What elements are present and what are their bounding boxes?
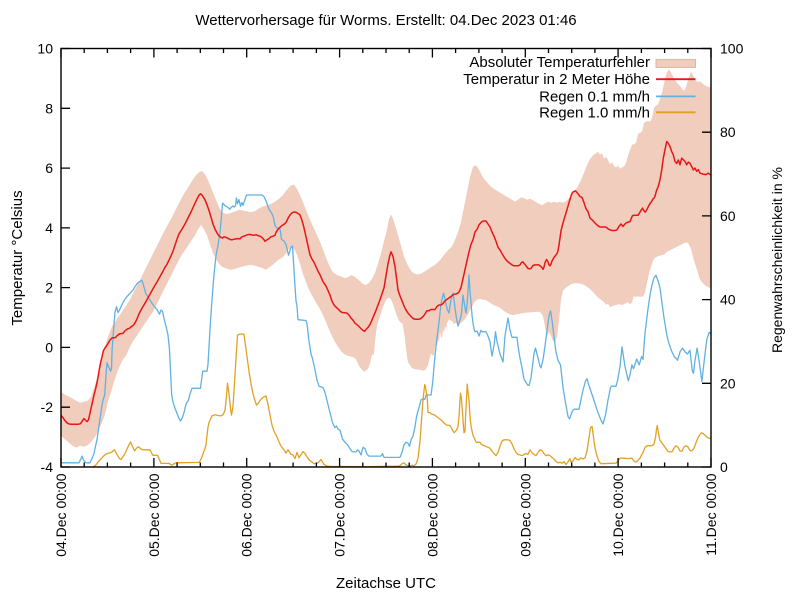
- svg-text:06.Dec 00:00: 06.Dec 00:00: [239, 473, 255, 556]
- svg-text:10: 10: [37, 41, 53, 57]
- svg-text:Zeitachse UTC: Zeitachse UTC: [336, 575, 436, 592]
- svg-text:2: 2: [45, 280, 53, 296]
- svg-text:08.Dec 00:00: 08.Dec 00:00: [424, 473, 440, 556]
- svg-text:Regen 1.0 mm/h: Regen 1.0 mm/h: [539, 104, 650, 121]
- svg-text:07.Dec 00:00: 07.Dec 00:00: [332, 473, 348, 556]
- svg-text:04.Dec 00:00: 04.Dec 00:00: [53, 473, 69, 556]
- svg-text:Temperatur in 2 Meter Höhe: Temperatur in 2 Meter Höhe: [463, 71, 650, 88]
- svg-text:-4: -4: [41, 459, 54, 475]
- svg-text:60: 60: [720, 208, 736, 224]
- svg-text:Regen 0.1 mm/h: Regen 0.1 mm/h: [539, 88, 650, 105]
- svg-text:11.Dec 00:00: 11.Dec 00:00: [703, 473, 719, 555]
- svg-text:Absoluter Temperaturfehler: Absoluter Temperaturfehler: [469, 54, 650, 71]
- svg-text:4: 4: [45, 220, 53, 236]
- svg-text:0: 0: [45, 339, 53, 355]
- svg-text:8: 8: [45, 100, 53, 116]
- svg-text:-2: -2: [41, 399, 54, 415]
- svg-text:Wettervorhersage für Worms. Er: Wettervorhersage für Worms. Erstellt: 04…: [195, 12, 576, 29]
- svg-text:Temperatur °Celsius: Temperatur °Celsius: [9, 190, 26, 325]
- svg-text:6: 6: [45, 160, 53, 176]
- svg-text:09.Dec 00:00: 09.Dec 00:00: [517, 473, 533, 556]
- svg-text:10.Dec 00:00: 10.Dec 00:00: [610, 473, 626, 556]
- svg-text:0: 0: [720, 459, 728, 475]
- svg-text:05.Dec 00:00: 05.Dec 00:00: [146, 473, 162, 556]
- svg-text:80: 80: [720, 124, 736, 140]
- svg-text:Regenwahrscheinlichkeit in %: Regenwahrscheinlichkeit in %: [769, 167, 785, 353]
- svg-text:100: 100: [720, 41, 744, 57]
- svg-text:20: 20: [720, 375, 736, 391]
- svg-text:40: 40: [720, 292, 736, 308]
